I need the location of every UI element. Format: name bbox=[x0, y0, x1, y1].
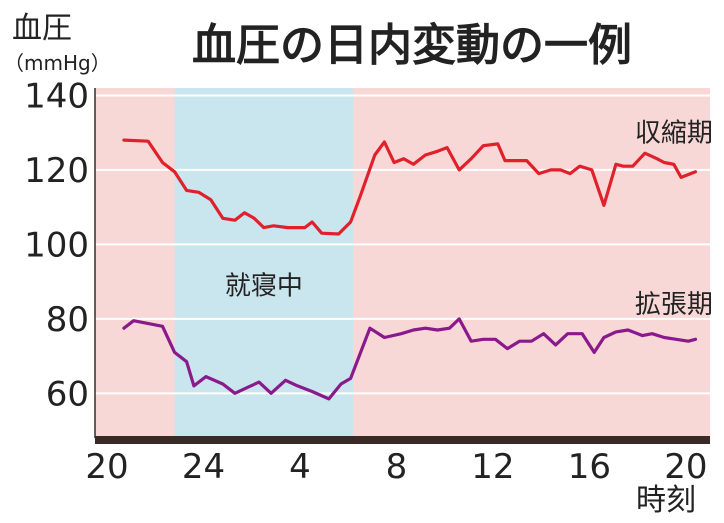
x-tick-label: 8 bbox=[386, 447, 408, 487]
x-tick-label: 20 bbox=[85, 447, 128, 487]
y-tick-label: 60 bbox=[46, 374, 89, 414]
y-axis-unit: （mmHg） bbox=[4, 51, 111, 75]
diastolic-label: 拡張期 bbox=[635, 290, 713, 320]
x-axis-ticks: 20 24 4 8 12 16 20 bbox=[85, 447, 707, 487]
y-tick-label: 100 bbox=[24, 225, 89, 265]
series-lines bbox=[122, 138, 698, 401]
systolic-label: 収縮期 bbox=[635, 119, 713, 149]
y-axis-title: 血圧 bbox=[12, 11, 72, 46]
x-axis-unit: 時刻 bbox=[636, 483, 696, 518]
x-tick-label: 12 bbox=[471, 447, 514, 487]
y-axis: 140 120 100 80 60 bbox=[24, 76, 96, 438]
diastolic-line bbox=[122, 317, 698, 401]
x-tick-label: 20 bbox=[664, 447, 707, 487]
x-tick-label: 24 bbox=[182, 447, 225, 487]
grid-lines bbox=[95, 94, 710, 395]
y-tick-label: 80 bbox=[46, 300, 89, 340]
systolic-line bbox=[122, 138, 698, 236]
x-tick-label: 4 bbox=[289, 447, 311, 487]
y-tick-label: 140 bbox=[24, 76, 89, 116]
x-tick-label: 16 bbox=[568, 447, 611, 487]
sleep-label: 就寝中 bbox=[225, 271, 303, 301]
x-axis-bar bbox=[95, 436, 710, 444]
y-tick-label: 120 bbox=[24, 151, 89, 191]
chart-title: 血圧の日内変動の一例 bbox=[192, 20, 632, 71]
